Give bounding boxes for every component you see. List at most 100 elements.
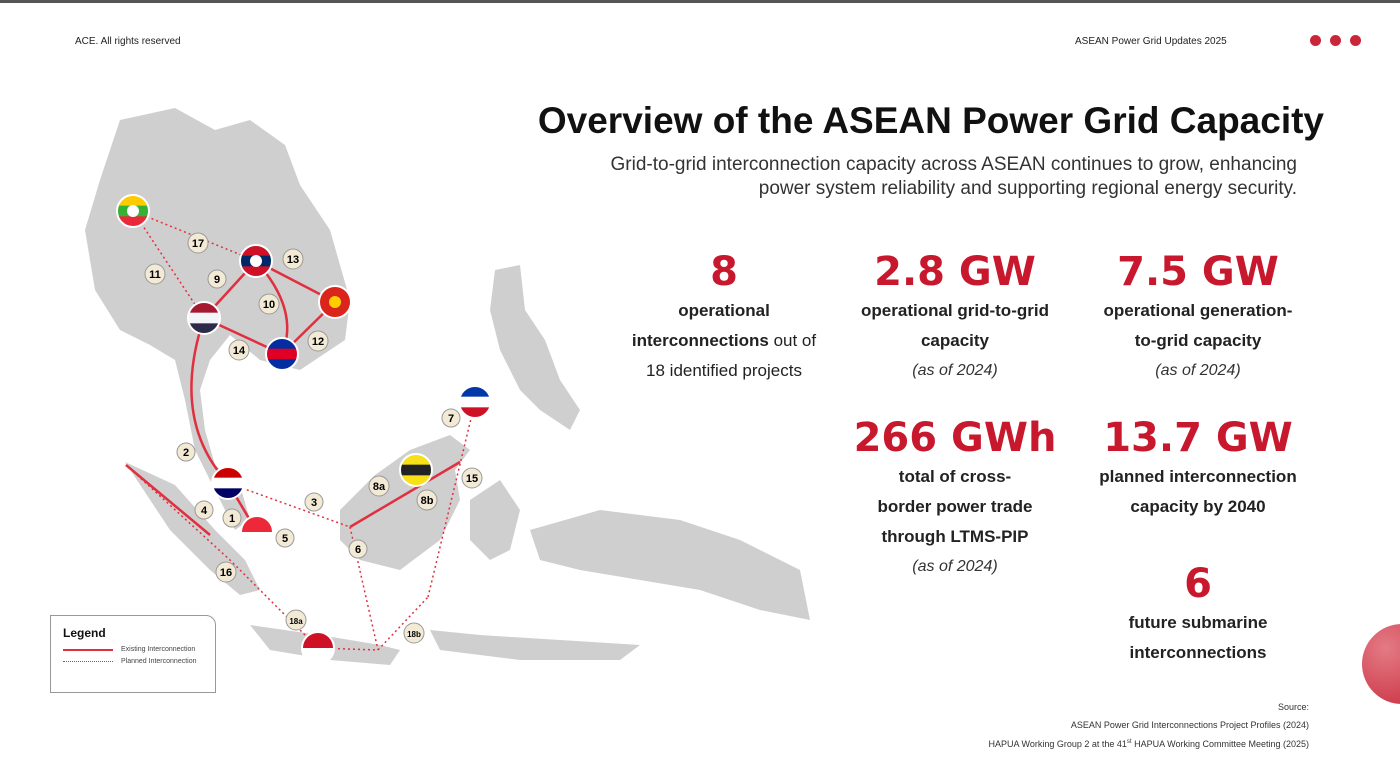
stat-operational-interconnections: 8 operational interconnections out of 18…	[604, 248, 844, 386]
svg-text:4: 4	[201, 505, 208, 517]
stat-power-trade: 266 GWh total of cross- border power tra…	[835, 414, 1075, 582]
source-sup: st	[1126, 739, 1132, 745]
svg-text:18b: 18b	[407, 630, 421, 639]
subtitle-line: Grid-to-grid interconnection capacity ac…	[610, 154, 1297, 175]
top-border	[0, 0, 1400, 3]
source-label: Source:	[1277, 702, 1309, 712]
svg-text:10: 10	[263, 299, 275, 311]
svg-text:11: 11	[149, 269, 161, 281]
source-2: HAPUA Working Group 2 at the 41st HAPUA …	[989, 739, 1309, 749]
map-label-16: 16	[215, 561, 237, 583]
flag-malaysia-icon	[211, 466, 245, 500]
map-label-18a: 18a	[285, 609, 307, 631]
svg-text:16: 16	[220, 567, 232, 579]
stat-label: planned interconnection	[1099, 467, 1297, 486]
decor-circle	[1362, 624, 1400, 704]
flag-philippines-icon	[458, 385, 492, 419]
flag-singapore-icon	[240, 515, 274, 549]
stat-label: future submarine	[1128, 613, 1268, 632]
map-label-4: 4	[194, 500, 214, 520]
map-label-8a: 8a	[368, 475, 390, 497]
stat-note: (as of 2024)	[912, 362, 998, 379]
svg-text:17: 17	[192, 238, 204, 250]
map-label-3: 3	[304, 492, 324, 512]
svg-text:1: 1	[229, 513, 235, 525]
map-label-18b: 18b	[403, 622, 425, 644]
source-1: ASEAN Power Grid Interconnections Projec…	[1070, 720, 1309, 730]
flag-myanmar-icon	[116, 194, 150, 228]
stat-value: 7.5 GW	[1117, 249, 1279, 295]
decor-dot	[1310, 35, 1321, 46]
page-subtitle: Grid-to-grid interconnection capacity ac…	[497, 153, 1297, 201]
stat-planned-capacity: 13.7 GW planned interconnection capacity…	[1078, 414, 1318, 522]
decor-dot	[1330, 35, 1341, 46]
flag-brunei-icon	[399, 453, 433, 487]
stat-note: (as of 2024)	[912, 558, 998, 575]
map-label-2: 2	[176, 442, 196, 462]
stat-value: 13.7 GW	[1103, 415, 1293, 461]
map-label-17: 17	[187, 232, 209, 254]
stat-label: operational	[678, 301, 770, 320]
stat-label: interconnections	[631, 331, 769, 350]
stat-label: through LTMS-PIP	[881, 527, 1029, 546]
map-label-12: 12	[307, 330, 329, 352]
map-label-8b: 8b	[416, 489, 438, 511]
svg-text:7: 7	[448, 413, 454, 425]
stat-value: 2.8 GW	[874, 249, 1036, 295]
svg-text:5: 5	[282, 533, 288, 545]
map-label-10: 10	[258, 293, 280, 315]
svg-text:9: 9	[214, 274, 220, 286]
source-text: HAPUA Working Committee Meeting (2025)	[1131, 739, 1309, 749]
flag-cambodia-icon	[265, 337, 299, 371]
map-label-9: 9	[207, 269, 227, 289]
copyright-text: ACE. All rights reserved	[75, 36, 181, 47]
legend-existing: Existing Interconnection	[63, 646, 203, 653]
stat-label: total of cross-	[898, 467, 1012, 486]
legend-planned: Planned Interconnection	[63, 658, 203, 665]
map-label-1: 1	[222, 508, 242, 528]
map-label-14: 14	[228, 339, 250, 361]
map-label-11: 11	[144, 263, 166, 285]
flag-thailand-icon	[187, 301, 221, 335]
stat-label: operational grid-to-grid	[861, 301, 1049, 320]
stat-label: capacity	[920, 331, 990, 350]
flag-laos-icon	[239, 244, 273, 278]
svg-text:15: 15	[466, 473, 478, 485]
stat-label: border power trade	[877, 497, 1033, 516]
stat-label: 18 identified projects	[646, 361, 802, 380]
svg-text:8b: 8b	[421, 495, 434, 507]
stat-note: (as of 2024)	[1155, 362, 1241, 379]
flag-vietnam-icon	[318, 285, 352, 319]
stat-value: 266 GWh	[853, 415, 1057, 461]
legend-existing-label: Existing Interconnection	[121, 646, 196, 653]
planned-lines	[125, 210, 476, 651]
subtitle-line: power system reliability and supporting …	[758, 178, 1297, 199]
svg-text:2: 2	[183, 447, 189, 459]
decor-dot	[1350, 35, 1361, 46]
stat-label: capacity by 2040	[1130, 497, 1266, 516]
map-legend: Legend Existing Interconnection Planned …	[50, 615, 216, 693]
map-label-15: 15	[461, 467, 483, 489]
map-label-13: 13	[282, 248, 304, 270]
legend-title: Legend	[63, 626, 106, 640]
map-label-6: 6	[348, 539, 368, 559]
svg-text:8a: 8a	[373, 481, 386, 493]
stat-label: operational generation-	[1103, 301, 1293, 320]
stat-label: interconnections	[1129, 643, 1267, 662]
svg-text:14: 14	[233, 345, 246, 357]
legend-planned-label: Planned Interconnection	[121, 658, 197, 665]
stat-generation-to-grid: 7.5 GW operational generation- to-grid c…	[1078, 248, 1318, 386]
stat-value: 8	[710, 249, 738, 295]
svg-text:3: 3	[311, 497, 317, 509]
stat-value: 6	[1184, 561, 1212, 607]
stat-label: to-grid capacity	[1134, 331, 1262, 350]
svg-text:18a: 18a	[289, 617, 303, 626]
flag-indonesia-icon	[301, 631, 335, 665]
svg-text:6: 6	[355, 544, 361, 556]
map-label-5: 5	[275, 528, 295, 548]
source-text: HAPUA Working Group 2 at the 41	[988, 739, 1127, 749]
page-title: Overview of the ASEAN Power Grid Capacit…	[537, 100, 1324, 141]
svg-text:13: 13	[287, 254, 299, 266]
stat-grid-to-grid: 2.8 GW operational grid-to-grid capacity…	[835, 248, 1075, 386]
